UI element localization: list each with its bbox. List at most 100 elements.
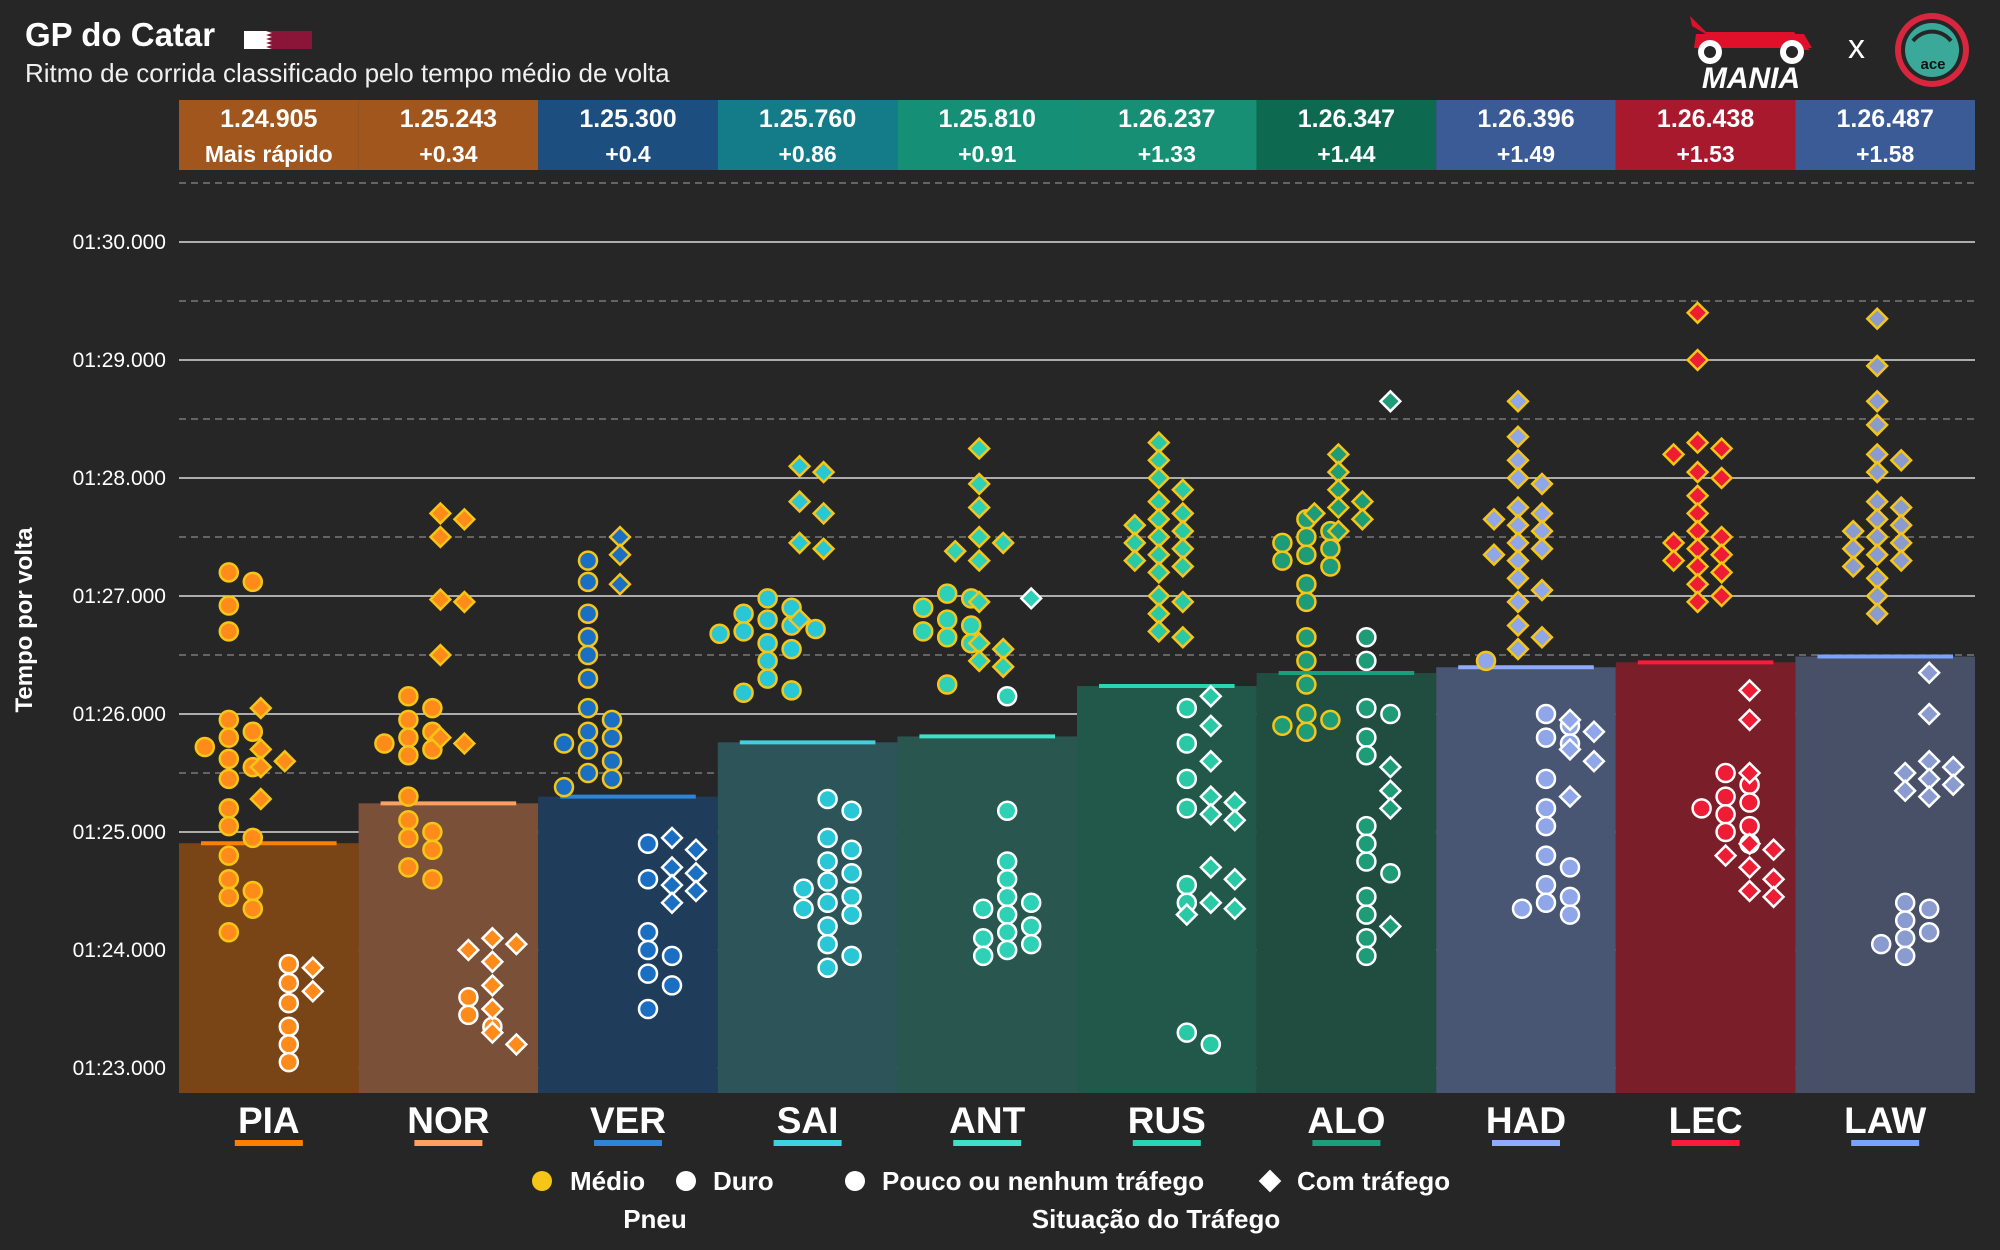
lap-point-hard-traffic <box>1917 661 1941 685</box>
lap-point-hard-clean <box>1380 863 1401 884</box>
lap-point-hard-traffic <box>1199 749 1223 773</box>
lap-point-hard-traffic <box>660 891 684 915</box>
lap-point-medium-clean <box>936 583 958 604</box>
lap-point-hard-clean <box>1559 904 1581 925</box>
lap-point-medium-traffic <box>1865 507 1889 531</box>
lap-point-hard-clean <box>1559 857 1581 878</box>
lap-point-medium-traffic <box>1171 590 1195 614</box>
lap-point-medium-traffic <box>1506 495 1530 520</box>
lap-point-medium-clean <box>422 839 443 860</box>
lap-point-medium-traffic <box>1865 354 1889 378</box>
lap-point-hard-clean <box>458 986 479 1008</box>
lap-point-medium-traffic <box>1865 525 1889 549</box>
lap-point-hard-traffic <box>1737 708 1762 732</box>
lap-point-hard-clean <box>637 939 659 961</box>
header-cell-law <box>1795 100 1975 170</box>
lap-point-medium-clean <box>1296 573 1317 595</box>
lap-point-hard-clean <box>1691 798 1712 819</box>
header-cell-had <box>1436 100 1616 170</box>
lap-point-medium-clean <box>577 762 599 784</box>
avg-bar-law <box>1795 656 1975 1093</box>
driver-underline <box>1492 1140 1560 1146</box>
lap-point-medium-traffic <box>1709 543 1734 567</box>
lap-point-hard-clean <box>1715 804 1736 825</box>
lap-point-medium-clean <box>936 609 958 630</box>
lap-point-hard-clean <box>1535 845 1557 866</box>
avg-bar-rus <box>1077 686 1257 1093</box>
header-gap: +1.53 <box>1676 141 1734 167</box>
lap-point-medium-clean <box>936 627 958 648</box>
lap-point-hard-clean <box>817 892 838 914</box>
lap-point-medium-clean <box>218 768 240 790</box>
lap-point-medium-traffic <box>1147 619 1171 644</box>
lap-point-medium-traffic <box>1171 519 1195 543</box>
lap-point-hard-traffic <box>504 932 529 956</box>
lap-point-medium-traffic <box>249 755 273 779</box>
lap-point-medium-clean <box>218 562 240 583</box>
lap-point-hard-traffic <box>1941 773 1965 797</box>
lap-point-hard-clean <box>996 886 1018 908</box>
lap-point-hard-clean <box>1918 922 1940 943</box>
lap-point-medium-traffic <box>1889 531 1913 555</box>
lap-point-medium-traffic <box>1147 543 1171 567</box>
lap-point-medium-traffic <box>1147 602 1171 626</box>
header-gap: +1.44 <box>1317 141 1375 167</box>
lap-point-hard-traffic <box>1917 702 1941 726</box>
qatar-flag-icon <box>244 31 312 49</box>
driver-underline <box>1132 1140 1201 1146</box>
lap-point-medium-traffic <box>1685 590 1710 614</box>
lap-point-hard-clean <box>1535 703 1557 725</box>
lap-point-hard-clean <box>1200 1034 1222 1055</box>
lap-point-medium-clean <box>601 768 623 790</box>
lap-point-medium-traffic <box>1841 519 1865 543</box>
header-avg-time: 1.25.760 <box>759 105 856 133</box>
lap-point-medium-traffic <box>787 489 812 514</box>
lap-point-medium-clean <box>1296 721 1317 742</box>
driver-label-ant: ANT <box>949 1100 1025 1141</box>
lap-point-medium-clean <box>242 898 264 919</box>
lap-point-medium-clean <box>577 627 599 648</box>
lap-point-hard-clean <box>1356 886 1377 908</box>
lap-point-medium-traffic <box>1506 448 1530 472</box>
header-avg-time: 1.26.487 <box>1837 105 1934 133</box>
lap-point-medium-traffic <box>1865 566 1889 590</box>
lap-point-medium-traffic <box>1147 525 1171 549</box>
lap-point-medium-clean <box>242 571 264 593</box>
lap-point-hard-traffic <box>1175 902 1199 927</box>
lap-point-hard-clean <box>1559 886 1581 908</box>
lap-point-hard-clean <box>996 851 1018 872</box>
lap-point-hard-traffic <box>1582 749 1606 773</box>
lap-point-hard-clean <box>1356 833 1377 855</box>
lap-point-hard-clean <box>1176 768 1198 790</box>
header-cell-pia <box>179 100 359 170</box>
driver-underline <box>234 1140 303 1146</box>
lap-point-medium-traffic <box>967 631 991 655</box>
lap-point-medium-clean <box>1320 556 1341 577</box>
lap-point-medium-traffic <box>1865 584 1889 608</box>
lap-point-hard-traffic <box>1713 843 1738 868</box>
lap-point-hard-clean <box>637 998 659 1020</box>
lap-point-hard-traffic <box>504 1032 529 1057</box>
lap-point-medium-traffic <box>1889 513 1913 537</box>
lap-point-hard-traffic <box>1223 867 1247 891</box>
lap-point-medium-clean <box>242 880 264 902</box>
lap-point-hard-clean <box>1176 798 1198 819</box>
lap-point-medium-traffic <box>1661 548 1686 573</box>
lap-point-medium-traffic <box>1889 495 1913 520</box>
avg-bar-pia <box>179 843 359 1093</box>
lap-point-hard-traffic <box>1019 586 1043 611</box>
lap-point-medium-traffic <box>452 507 477 531</box>
lap-point-medium-clean <box>601 727 623 748</box>
header-cell-sai <box>717 100 898 170</box>
lap-point-hard-traffic <box>1558 708 1582 732</box>
lap-point-hard-clean <box>637 833 659 855</box>
lap-point-medium-clean <box>398 857 419 878</box>
lap-point-medium-traffic <box>1865 489 1889 514</box>
lap-point-hard-clean <box>1715 821 1736 843</box>
header-avg-time: 1.26.438 <box>1657 105 1754 133</box>
lap-point-medium-clean <box>577 668 599 689</box>
lap-point-medium-clean <box>1475 650 1497 672</box>
lap-point-medium-clean <box>936 674 958 695</box>
f1-mania-logo: MANIA <box>1690 16 1812 92</box>
lap-point-medium-clean <box>1320 538 1341 560</box>
